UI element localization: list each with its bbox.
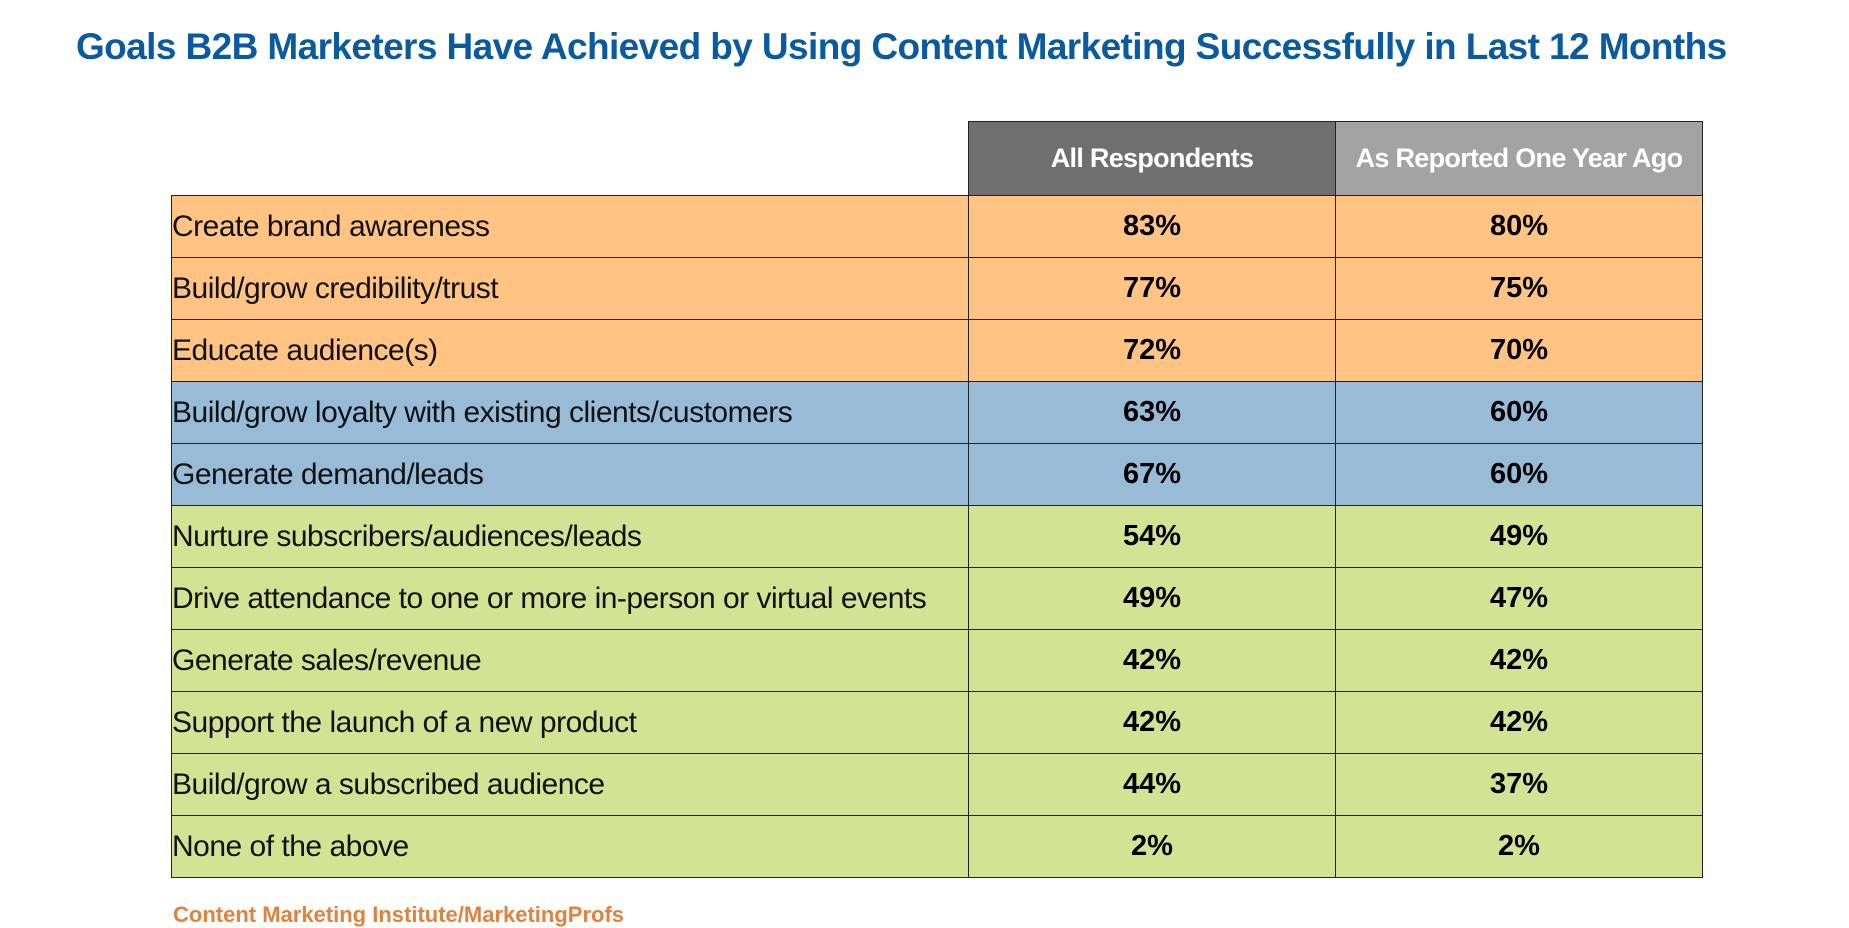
value-all-respondents: 67% — [968, 443, 1336, 506]
value-one-year-ago: 42% — [1335, 629, 1703, 692]
header-row: All Respondents As Reported One Year Ago — [172, 121, 1703, 196]
value-one-year-ago: 2% — [1335, 815, 1703, 878]
value-one-year-ago: 42% — [1335, 691, 1703, 754]
table-body: Create brand awareness 83% 80% Build/grow c… — [171, 195, 1703, 878]
goal-label: None of the above — [171, 815, 969, 878]
table-row: Build/grow loyalty with existing clients… — [171, 381, 1703, 444]
goal-label: Support the launch of a new product — [171, 691, 969, 754]
source-note: Content Marketing Institute/MarketingPro… — [173, 902, 625, 927]
value-all-respondents: 42% — [968, 629, 1336, 692]
goal-label: Nurture subscribers/audiences/leads — [171, 505, 969, 568]
value-all-respondents: 83% — [968, 195, 1336, 258]
table-row: Drive attendance to one or more in-perso… — [171, 567, 1703, 630]
value-all-respondents: 44% — [968, 753, 1336, 816]
table-row: Educate audience(s) 72% 70% — [171, 319, 1703, 382]
table-row: None of the above 2% 2% — [171, 815, 1703, 878]
header-blank-cell — [172, 122, 969, 196]
goal-label: Generate sales/revenue — [171, 629, 969, 692]
value-one-year-ago: 47% — [1335, 567, 1703, 630]
value-one-year-ago: 60% — [1335, 443, 1703, 506]
goal-label: Create brand awareness — [171, 195, 969, 258]
table-row: Create brand awareness 83% 80% — [171, 195, 1703, 258]
value-all-respondents: 42% — [968, 691, 1336, 754]
goal-label: Build/grow credibility/trust — [171, 257, 969, 320]
table-row: Generate sales/revenue 42% 42% — [171, 629, 1703, 692]
goal-label: Educate audience(s) — [171, 319, 969, 382]
value-all-respondents: 77% — [968, 257, 1336, 320]
value-one-year-ago: 37% — [1335, 753, 1703, 816]
column-header-one-year-ago: As Reported One Year Ago — [1335, 121, 1703, 196]
value-all-respondents: 54% — [968, 505, 1336, 568]
goal-label: Build/grow a subscribed audience — [171, 753, 969, 816]
value-all-respondents: 49% — [968, 567, 1336, 630]
table-row: Build/grow credibility/trust 77% 75% — [171, 257, 1703, 320]
table-row: Support the launch of a new product 42% 42… — [171, 691, 1703, 754]
value-all-respondents: 2% — [968, 815, 1336, 878]
table-row: Nurture subscribers/audiences/leads 54% 49… — [171, 505, 1703, 568]
value-one-year-ago: 70% — [1335, 319, 1703, 382]
value-one-year-ago: 80% — [1335, 195, 1703, 258]
value-one-year-ago: 60% — [1335, 381, 1703, 444]
column-header-all-respondents: All Respondents — [968, 121, 1336, 196]
goal-label: Build/grow loyalty with existing clients… — [171, 381, 969, 444]
table-row: Generate demand/leads 67% 60% — [171, 443, 1703, 506]
value-all-respondents: 72% — [968, 319, 1336, 382]
goal-label: Generate demand/leads — [171, 443, 969, 506]
value-one-year-ago: 75% — [1335, 257, 1703, 320]
value-one-year-ago: 49% — [1335, 505, 1703, 568]
goals-table: All Respondents As Reported One Year Ago… — [171, 121, 1703, 878]
value-all-respondents: 63% — [968, 381, 1336, 444]
goal-label: Drive attendance to one or more in-perso… — [171, 567, 969, 630]
chart-title: Goals B2B Marketers Have Achieved by Usi… — [76, 26, 1727, 67]
table-row: Build/grow a subscribed audience 44% 37% — [171, 753, 1703, 816]
